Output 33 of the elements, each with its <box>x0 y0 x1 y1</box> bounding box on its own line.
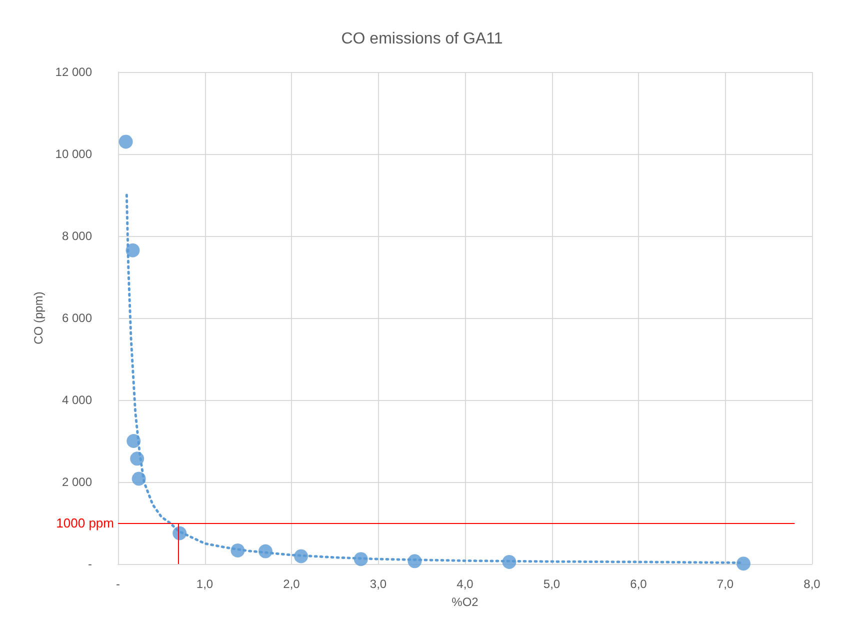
x-tick-label: 8,0 <box>804 577 821 591</box>
y-tick-label: 2 000 <box>62 475 92 489</box>
x-tick-label: 4,0 <box>456 577 474 591</box>
y-tick-label: 10 000 <box>55 147 92 161</box>
x-tick-label: - <box>116 577 120 591</box>
point <box>126 243 140 258</box>
y-tick-label: 6 000 <box>62 311 92 325</box>
y-axis-title: CO (ppm) <box>31 292 46 344</box>
x-axis-title: %O2 <box>452 595 479 609</box>
point <box>118 134 133 149</box>
point <box>736 556 750 571</box>
y-tick-label: 12 000 <box>55 65 92 79</box>
point <box>502 554 516 569</box>
y-tick-label: 8 000 <box>62 229 92 243</box>
chart-title: CO emissions of GA11 <box>341 30 503 48</box>
x-tick-label: 6,0 <box>630 577 648 591</box>
ref-line-label: 1000 ppm <box>56 516 114 530</box>
x-tick-label: 7,0 <box>716 577 734 591</box>
point <box>258 544 272 558</box>
point <box>230 543 245 558</box>
point <box>130 452 144 466</box>
point <box>354 552 368 566</box>
x-tick-label: 2,0 <box>283 577 300 591</box>
x-tick-label: 3,0 <box>370 577 387 591</box>
point <box>126 434 141 448</box>
y-tick-label: 4 000 <box>62 393 92 407</box>
point <box>172 526 187 540</box>
y-tick-label: - <box>88 557 92 571</box>
point <box>294 549 308 564</box>
x-tick-label: 5,0 <box>543 577 560 591</box>
point <box>408 554 422 568</box>
x-tick-label: 1,0 <box>196 577 214 591</box>
point <box>132 472 146 486</box>
